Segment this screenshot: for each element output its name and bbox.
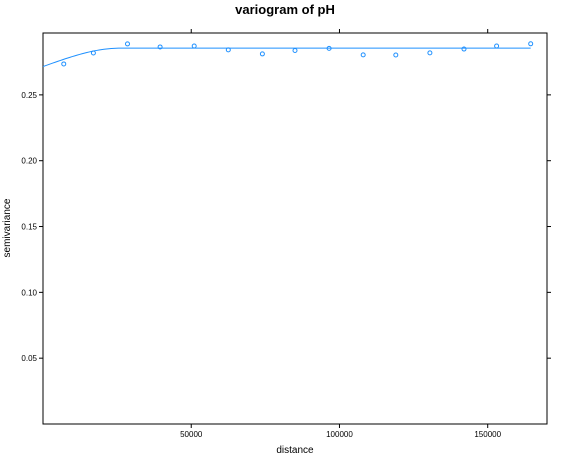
data-point	[528, 41, 534, 47]
x-axis: 50000 100000 150000	[180, 29, 502, 439]
x-tick-label: 100000	[326, 430, 353, 439]
y-tick-label: 0.10	[21, 288, 37, 297]
data-point	[191, 43, 197, 49]
data-points	[61, 41, 534, 67]
data-point	[427, 50, 433, 56]
data-point	[326, 45, 332, 51]
data-point	[90, 50, 96, 56]
data-point	[494, 43, 500, 49]
data-point	[393, 52, 399, 58]
fitted-model-curve	[42, 47, 531, 68]
y-tick-label: 0.15	[21, 223, 37, 232]
x-tick-label: 50000	[180, 430, 203, 439]
y-tick-label: 0.25	[21, 91, 37, 100]
y-tick-label: 0.05	[21, 354, 37, 363]
data-point	[61, 61, 67, 67]
y-tick-label: 0.20	[21, 157, 37, 166]
data-point	[360, 52, 366, 58]
data-point	[124, 41, 130, 47]
data-point	[225, 47, 231, 53]
chart-title: variogram of pH	[235, 2, 335, 17]
data-point	[292, 48, 298, 54]
x-axis-label: distance	[276, 445, 314, 456]
data-point	[461, 46, 467, 52]
data-point	[157, 44, 163, 50]
plot-frame	[42, 32, 548, 425]
y-axis-label: semivariance	[2, 198, 13, 257]
data-point	[259, 51, 265, 57]
y-axis: 0.05 0.10 0.15 0.20 0.25	[21, 91, 551, 363]
plot-border	[42, 32, 548, 425]
x-tick-label: 150000	[474, 430, 501, 439]
